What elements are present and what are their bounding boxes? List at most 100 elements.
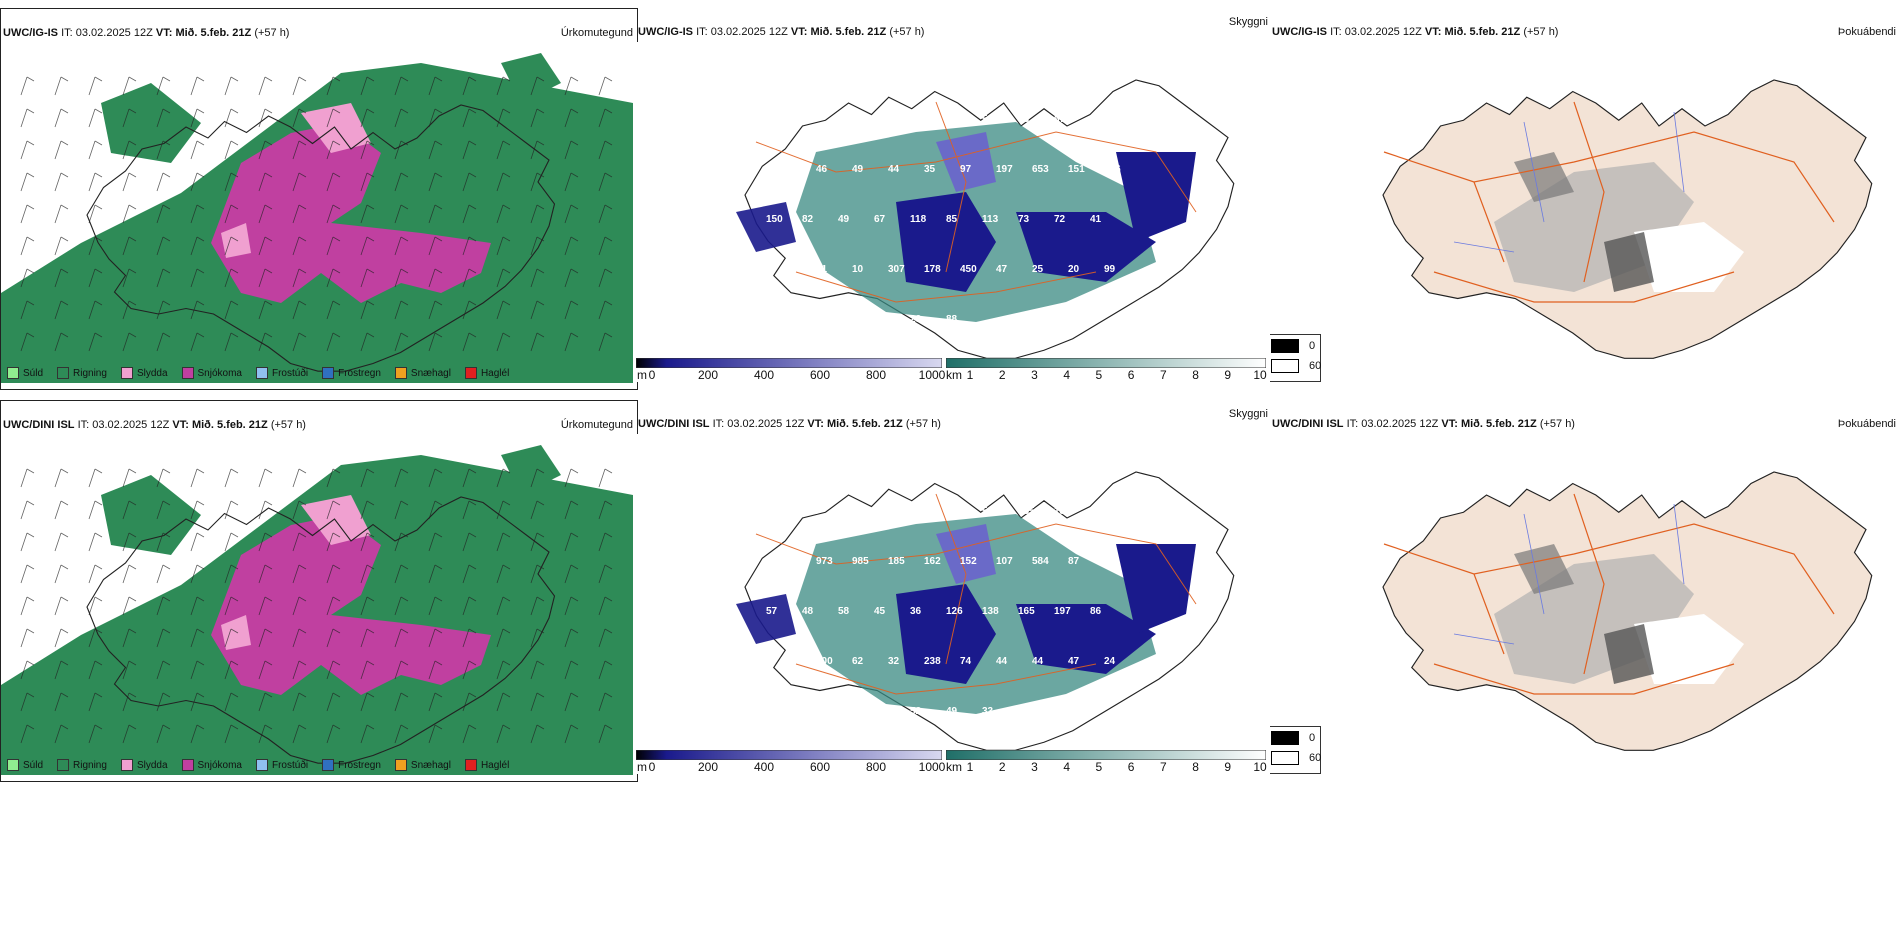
legend-label: Rigning	[73, 367, 107, 379]
legend-swatch	[7, 759, 19, 771]
fog-legend-item: 0	[1271, 731, 1315, 745]
cbar-tick: 800	[865, 760, 887, 774]
cloud-base-label: 133	[1054, 506, 1071, 517]
cloud-base-label: 985	[852, 556, 869, 567]
legend-item: Snjókoma	[181, 759, 242, 771]
cloud-base-label: 307	[888, 264, 905, 275]
cloud-base-colorbar: m 0 200 400 600 800 1000	[636, 358, 945, 382]
cbar-tick: 1000	[918, 368, 946, 382]
legend-swatch	[464, 759, 477, 771]
cloud-base-label: 44	[1032, 656, 1044, 667]
cloud-base-label: 253	[780, 264, 797, 275]
panel-title: UWC/DINI ISL IT: 03.02.2025 12Z VT: Mið.…	[638, 418, 941, 430]
fog-legend-item: 60	[1271, 359, 1321, 373]
it-label: IT:	[696, 26, 708, 38]
cloud-base-label: 48	[802, 314, 814, 325]
it-label: IT:	[77, 419, 90, 431]
cbar-tick: 600	[809, 368, 831, 382]
cloud-base-label: 162	[924, 556, 941, 567]
fog-legend-item: 0	[1271, 339, 1315, 353]
cloud-base-label: 36	[910, 606, 922, 617]
cloud-base-label: 126	[946, 606, 963, 617]
cloud-base-label: 450	[960, 264, 977, 275]
legend-label: Slydda	[136, 367, 168, 379]
legend-label: Snjókoma	[197, 759, 242, 771]
lead-time: (+57 h)	[1539, 418, 1575, 430]
legend-item: Slydda	[120, 367, 168, 379]
cloud-base-label: 33	[982, 706, 994, 717]
panel-model: UWC/IG-IS	[638, 26, 693, 38]
cloud-base-label: 21	[874, 314, 886, 325]
fog-panel: UWC/IG-IS IT: 03.02.2025 12Z VT: Mið. 5.…	[1270, 8, 1900, 388]
cbar-tick: 800	[865, 368, 887, 382]
cloud-base-label: 46	[816, 164, 828, 175]
cloud-base-label: 652	[780, 556, 797, 567]
legend-item: Rigning	[57, 759, 107, 771]
cloud-base-label: 150	[766, 214, 783, 225]
cloud-base-label: 97	[960, 164, 972, 175]
cloud-base-label: 102	[1090, 114, 1107, 125]
legend-swatch	[464, 367, 477, 379]
legend-swatch	[255, 367, 268, 379]
panel-model: UWC/IG-IS	[1272, 26, 1327, 38]
cloud-base-label: 653	[1032, 164, 1049, 175]
cbar-tick: 200	[697, 760, 719, 774]
vbar-tick: 10	[1253, 760, 1267, 774]
cloud-base-label: 672	[1054, 114, 1071, 125]
cloud-base-label: 22	[1018, 706, 1030, 717]
legend-item: Snjókoma	[181, 367, 242, 379]
it-value: 03.02.2025 12Z	[92, 419, 170, 431]
vbar-tick: 10	[1253, 368, 1267, 382]
cbar-tick: 1000	[918, 760, 946, 774]
panel-model: UWC/DINI ISL	[3, 419, 75, 431]
lead-time: (+57 h)	[889, 26, 925, 38]
cloud-base-label: 41	[1090, 214, 1102, 225]
vbar-tick: 6	[1127, 368, 1135, 382]
cloud-base-label: 158	[838, 114, 855, 125]
cloud-base-label: 33	[838, 314, 850, 325]
cloud-base-label: 48	[802, 606, 814, 617]
legend-item: Frostregn	[322, 367, 381, 379]
cloud-base-label: 185	[888, 556, 905, 567]
legend-item: Snæhagl	[394, 367, 451, 379]
legend-item: Haglél	[464, 367, 509, 379]
vbar-tick: 8	[1192, 760, 1199, 774]
lead-time: (+57 h)	[270, 419, 306, 431]
cloud-base-label: 47	[996, 264, 1008, 275]
cloud-base-label: 74	[960, 656, 972, 667]
it-value: 03.02.2025 12Z	[1361, 418, 1439, 430]
cloud-base-label: 88	[946, 314, 958, 325]
cloud-base-label: 35	[924, 164, 936, 175]
it-value: 03.02.2025 12Z	[710, 26, 788, 38]
cbar-tick: 0	[648, 368, 656, 382]
cloud-base-label: 584	[1032, 556, 1049, 567]
legend-label: Snjókoma	[197, 367, 242, 379]
vbar-tick: 9	[1224, 368, 1232, 382]
vt-value: Mið. 5.feb. 21Z	[175, 27, 252, 39]
panel-variable: Þokuábendi	[1837, 418, 1896, 430]
fog-indicator-map	[1274, 42, 1900, 382]
lead-time: (+57 h)	[905, 418, 941, 430]
cloud-base-label: 98	[780, 756, 792, 767]
it-label: IT:	[1346, 418, 1359, 430]
fog-legend-label: 60	[1309, 360, 1322, 372]
lead-time: (+57 h)	[254, 27, 290, 39]
cbar-tick: 400	[753, 368, 775, 382]
cloud-base-label: 32	[888, 656, 900, 667]
vt-label: VT:	[807, 418, 824, 430]
vt-value: Mið. 5.feb. 21Z	[810, 26, 887, 38]
cloud-base-label: 214	[838, 706, 855, 717]
vbar-tick: 7	[1159, 368, 1167, 382]
cloud-base-label: 52	[910, 706, 922, 717]
legend-item: Frostúði	[255, 367, 308, 379]
cloud-base-label: 47	[1068, 656, 1080, 667]
cloud-base-label: 107	[996, 556, 1013, 567]
vbar-tick: 3	[1031, 760, 1038, 774]
cloud-base-label: 197	[1054, 606, 1071, 617]
cloud-base-label: 118	[910, 214, 927, 225]
legend-swatch	[394, 759, 407, 771]
visibility-colorbar: km 1 2 3 4 5 6 7 8 9 10	[946, 750, 1267, 774]
legend-item: Súld	[7, 759, 43, 771]
cloud-base-label: 89	[1090, 706, 1102, 717]
cloud-base-label: 99	[1104, 264, 1116, 275]
